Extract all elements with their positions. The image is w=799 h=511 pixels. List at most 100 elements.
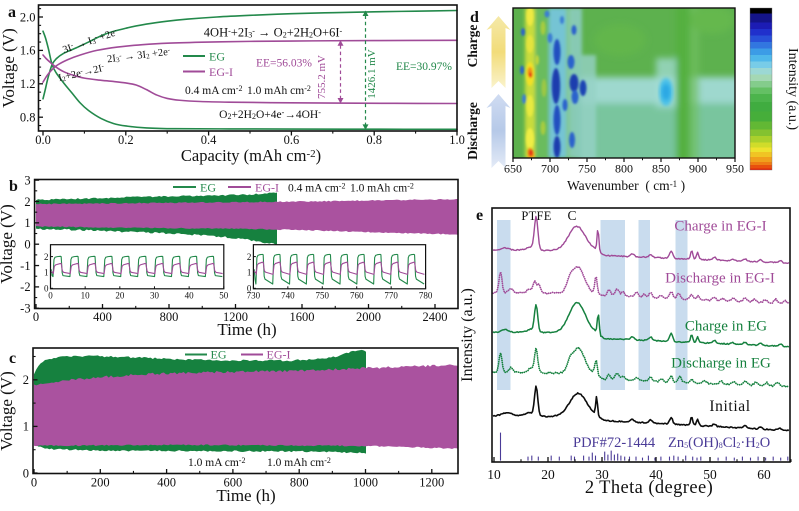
svg-text:EG: EG [209,50,225,64]
svg-text:1.2: 1.2 [20,77,36,91]
svg-text:PDF#72-1444: PDF#72-1444 [573,435,656,451]
svg-text:2: 2 [247,252,252,262]
svg-text:20: 20 [541,467,555,482]
svg-text:850: 850 [652,162,670,176]
svg-text:Time (h): Time (h) [217,320,276,339]
svg-text:c: c [9,350,16,367]
svg-text:400: 400 [93,310,112,324]
svg-text:Capacity (mAh cm-2): Capacity (mAh cm-2) [181,146,321,165]
svg-text:2: 2 [23,373,29,387]
svg-text:1.0: 1.0 [449,133,465,147]
svg-text:-1: -1 [20,259,30,273]
svg-text:30: 30 [150,290,160,300]
svg-text:40: 40 [185,290,195,300]
svg-text:50: 50 [703,467,717,482]
svg-text:b: b [9,178,18,195]
svg-text:800: 800 [290,476,309,490]
svg-text:0.4: 0.4 [201,133,217,147]
svg-text:0: 0 [48,290,53,300]
svg-text:Voltage (V): Voltage (V) [0,204,16,283]
svg-text:800: 800 [615,162,633,176]
svg-text:800: 800 [160,310,179,324]
svg-text:0.2: 0.2 [118,133,134,147]
svg-text:50: 50 [219,290,229,300]
svg-text:2 Theta (degree): 2 Theta (degree) [585,478,713,498]
svg-text:Charge in EG: Charge in EG [685,319,767,335]
svg-text:2.0: 2.0 [20,10,36,24]
svg-text:Intensity (a.u.): Intensity (a.u.) [459,288,476,382]
svg-text:e: e [476,207,483,224]
svg-text:1: 1 [247,268,252,278]
svg-text:750: 750 [316,290,330,300]
svg-text:EG: EG [211,348,227,362]
svg-text:755.2 mV: 755.2 mV [316,55,328,99]
svg-text:0.4 mA cm-2: 0.4 mA cm-2 [185,84,242,97]
svg-text:EG-I: EG-I [267,348,291,362]
svg-text:EG-I: EG-I [209,65,233,79]
svg-text:1: 1 [24,216,30,230]
svg-text:730: 730 [247,290,261,300]
svg-text:1: 1 [44,268,49,278]
svg-text:O2+2H2O+4e-→4OH-: O2+2H2O+4e-→4OH- [219,108,321,121]
svg-text:0.4 mA cm-2: 0.4 mA cm-2 [288,181,345,194]
svg-text:2400: 2400 [423,310,448,324]
svg-text:C: C [567,208,576,223]
svg-text:200: 200 [91,476,110,490]
svg-text:0.8: 0.8 [366,133,382,147]
svg-text:10: 10 [487,467,501,482]
svg-text:740: 740 [281,290,295,300]
svg-text:600: 600 [224,476,243,490]
svg-text:Discharge: Discharge [465,102,480,160]
svg-text:0: 0 [23,466,29,480]
svg-text:900: 900 [689,162,707,176]
svg-text:Time (h): Time (h) [216,486,275,505]
svg-text:760: 760 [350,290,364,300]
svg-text:30: 30 [595,467,609,482]
svg-text:3: 3 [24,173,30,187]
svg-text:1.0 mA cm-2: 1.0 mA cm-2 [188,456,245,469]
svg-text:1.6: 1.6 [20,44,36,58]
svg-text:EG-I: EG-I [255,181,279,195]
svg-text:Zn5(OH)8Cl2·H2O: Zn5(OH)8Cl2·H2O [668,435,770,451]
svg-text:650: 650 [504,162,522,176]
svg-text:1200: 1200 [223,310,248,324]
svg-text:2: 2 [44,252,49,262]
svg-text:1600: 1600 [290,310,315,324]
svg-text:1.0 mAh cm-2: 1.0 mAh cm-2 [350,181,414,194]
svg-text:60: 60 [757,467,771,482]
svg-text:0.6: 0.6 [284,133,300,147]
svg-text:EG: EG [200,181,216,195]
svg-text:d: d [470,9,479,26]
svg-text:2: 2 [24,195,30,209]
svg-text:0: 0 [33,310,39,324]
svg-text:-2: -2 [20,280,30,294]
svg-text:700: 700 [541,162,559,176]
svg-text:10: 10 [81,290,91,300]
svg-text:EE=30.97%: EE=30.97% [396,61,452,73]
svg-text:1.0 mAh cm-2: 1.0 mAh cm-2 [267,456,331,469]
svg-text:Voltage (V): Voltage (V) [0,28,18,107]
svg-text:0: 0 [31,476,37,490]
svg-text:Initial: Initial [709,398,750,415]
svg-text:a: a [8,4,16,21]
svg-text:1.0 mAh cm-2: 1.0 mAh cm-2 [247,84,311,97]
svg-text:Discharge in EG-I: Discharge in EG-I [665,271,775,287]
svg-text:750: 750 [578,162,596,176]
svg-text:Wavenumber ( cm-1 ): Wavenumber ( cm-1 ) [567,178,685,193]
svg-text:780: 780 [419,290,433,300]
svg-text:EE=56.03%: EE=56.03% [256,58,312,70]
svg-text:Discharge in EG: Discharge in EG [671,356,771,372]
svg-text:1426.1 mV: 1426.1 mV [366,49,378,99]
svg-text:0.0: 0.0 [35,133,51,147]
svg-text:950: 950 [726,162,744,176]
svg-text:Intensity (a.u.): Intensity (a.u.) [785,48,799,130]
svg-text:4OH-+2I3- → O2+2H2O+6I-: 4OH-+2I3- → O2+2H2O+6I- [204,26,343,40]
svg-text:2000: 2000 [356,310,381,324]
svg-text:1200: 1200 [419,476,444,490]
svg-text:0.8: 0.8 [20,111,36,125]
svg-text:0: 0 [247,284,252,294]
svg-text:1000: 1000 [353,476,378,490]
svg-text:1: 1 [23,420,29,434]
svg-text:0: 0 [44,284,49,294]
svg-text:770: 770 [384,290,398,300]
